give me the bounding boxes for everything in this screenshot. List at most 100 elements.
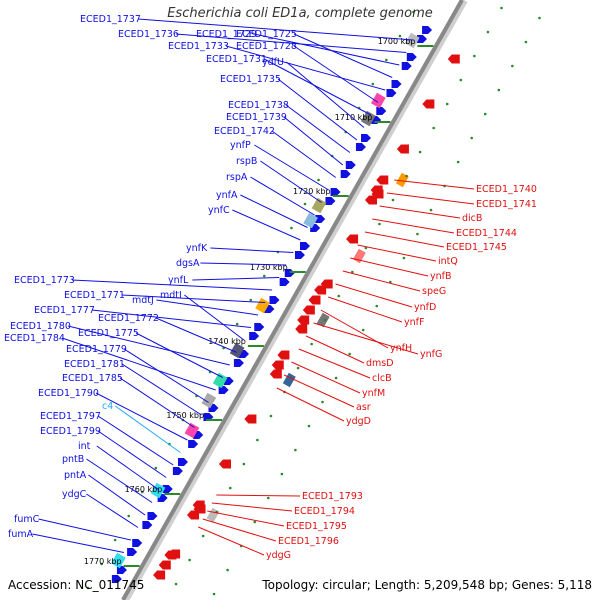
forward-gene-label: ECED1_1785	[62, 373, 123, 384]
forward-gene-label: ECED1_1797	[40, 411, 101, 422]
forward-gene-label: dgsA	[176, 258, 200, 269]
scale-tick-label: 1740 kbp	[208, 337, 246, 346]
reverse-gene-arrow	[271, 360, 284, 370]
reverse-gene-label: ECED1_1796	[278, 536, 339, 547]
scale-tick-label: 1710 kbp	[335, 113, 373, 122]
forward-gene-arrow	[294, 251, 305, 259]
reverse-leader-line	[335, 283, 413, 308]
forward-gene-label: ECED1_1772	[98, 313, 159, 324]
forward-gene-label: ynfK	[186, 243, 208, 254]
guide-dot	[483, 112, 487, 116]
reverse-gene-label: ECED1_1745	[446, 242, 507, 253]
forward-leader-line	[91, 309, 252, 328]
scale-tick-label: 1720 kbp	[293, 187, 331, 196]
guide-dot	[412, 10, 415, 14]
forward-gene-arrow	[340, 170, 351, 178]
reverse-leader-line	[372, 218, 455, 234]
forward-gene-arrow	[233, 359, 244, 367]
scale-tick-label: 1770 kbp	[84, 557, 122, 566]
forward-leader-line	[260, 160, 322, 203]
forward-gene-arrow	[361, 134, 372, 142]
genome-title: Escherichia coli ED1a, complete genome	[167, 6, 433, 21]
guide-dot	[280, 472, 284, 476]
reverse-leader-line	[298, 348, 371, 379]
forward-leader-line	[285, 104, 351, 153]
guide-dot	[378, 222, 381, 226]
guide-dot	[405, 174, 408, 178]
reverse-gene-arrow	[422, 99, 435, 109]
guide-dot	[100, 562, 103, 566]
reverse-gene-label: ynfB	[430, 271, 452, 282]
forward-leader-line	[277, 78, 358, 141]
forward-leader-line	[67, 325, 230, 366]
forward-gene-arrow	[142, 521, 153, 529]
forward-gene-arrow	[249, 332, 260, 340]
forward-gene-label: ynfL	[168, 275, 189, 286]
forward-gene-label: pntB	[62, 454, 84, 465]
guide-dot	[371, 82, 375, 86]
forward-leader-line	[184, 294, 245, 341]
forward-gene-label: ECED1_1738	[228, 100, 289, 111]
reverse-gene-label: ynfD	[414, 302, 436, 313]
forward-leader-line	[38, 518, 132, 541]
forward-gene-label: rspA	[226, 172, 248, 183]
forward-gene-label: ECED1_1779	[66, 344, 127, 355]
forward-gene-label: rspB	[236, 156, 257, 167]
reverse-gene-label: ynfF	[404, 317, 424, 328]
guide-dot	[361, 328, 365, 332]
reverse-leader-line	[216, 494, 301, 497]
guide-dot	[321, 400, 324, 404]
tick-layer: 1700 kbp 1710 kbp 1720 kbp 1730 kbp 1740 kbp…	[84, 6, 541, 596]
guide-dot	[364, 246, 368, 250]
forward-leader-line	[95, 392, 188, 441]
forward-leader-line	[225, 45, 386, 91]
reverse-gene-arrow	[158, 560, 171, 570]
forward-gene-arrow	[406, 53, 417, 61]
forward-gene-arrow	[116, 566, 127, 574]
forward-gene-label: fumA	[8, 529, 34, 540]
forward-gene-label: ECED1_1742	[214, 126, 275, 137]
forward-leader-line	[175, 33, 407, 53]
guide-dot	[334, 376, 338, 380]
forward-leader-line	[119, 377, 195, 428]
reverse-gene-arrow	[277, 350, 290, 360]
guide-dot	[228, 486, 232, 490]
forward-gene-arrow	[269, 296, 280, 304]
misc-feature-block	[150, 482, 166, 499]
guide-dot	[294, 448, 297, 452]
misc-feature-block	[360, 110, 376, 127]
forward-leader-line	[240, 194, 308, 228]
reverse-gene-arrow	[297, 315, 310, 325]
guide-dot	[310, 342, 313, 346]
guide-dot	[402, 256, 406, 260]
forward-gene-arrow	[325, 197, 336, 205]
reverse-gene-arrow	[314, 285, 327, 295]
forward-gene-label: mdtJ	[132, 295, 154, 306]
reverse-gene-label: ydgG	[266, 550, 291, 561]
guide-dot	[500, 6, 503, 10]
forward-gene-label: ynfA	[216, 190, 238, 201]
reverse-leader-line	[211, 502, 293, 512]
forward-gene-label: ynfP	[230, 140, 251, 151]
guide-dot	[351, 270, 354, 274]
forward-gene-label: fumC	[14, 514, 40, 525]
guide-dot	[524, 40, 528, 44]
forward-leader-line	[137, 18, 414, 41]
guide-dot	[263, 274, 266, 278]
forward-leader-line	[232, 209, 301, 241]
forward-gene-arrow	[386, 89, 397, 97]
forward-gene-label: ECED1_1799	[40, 426, 101, 437]
reverse-leader-line	[328, 296, 403, 323]
forward-gene-arrow	[188, 440, 199, 448]
guide-dot	[154, 466, 158, 470]
misc-feature-block	[255, 297, 270, 314]
reverse-gene-label: ECED1_1740	[476, 184, 537, 195]
scale-tick-label: 1730 kbp	[250, 263, 288, 272]
guide-dot	[303, 202, 307, 206]
guide-dot	[212, 592, 216, 596]
forward-gene-label: ECED1_1771	[64, 290, 125, 301]
reverse-gene-label: dicB	[462, 213, 482, 224]
genome-backbone	[121, 0, 464, 600]
forward-gene-arrow	[416, 35, 427, 43]
forward-gene-label: c4	[102, 401, 113, 412]
